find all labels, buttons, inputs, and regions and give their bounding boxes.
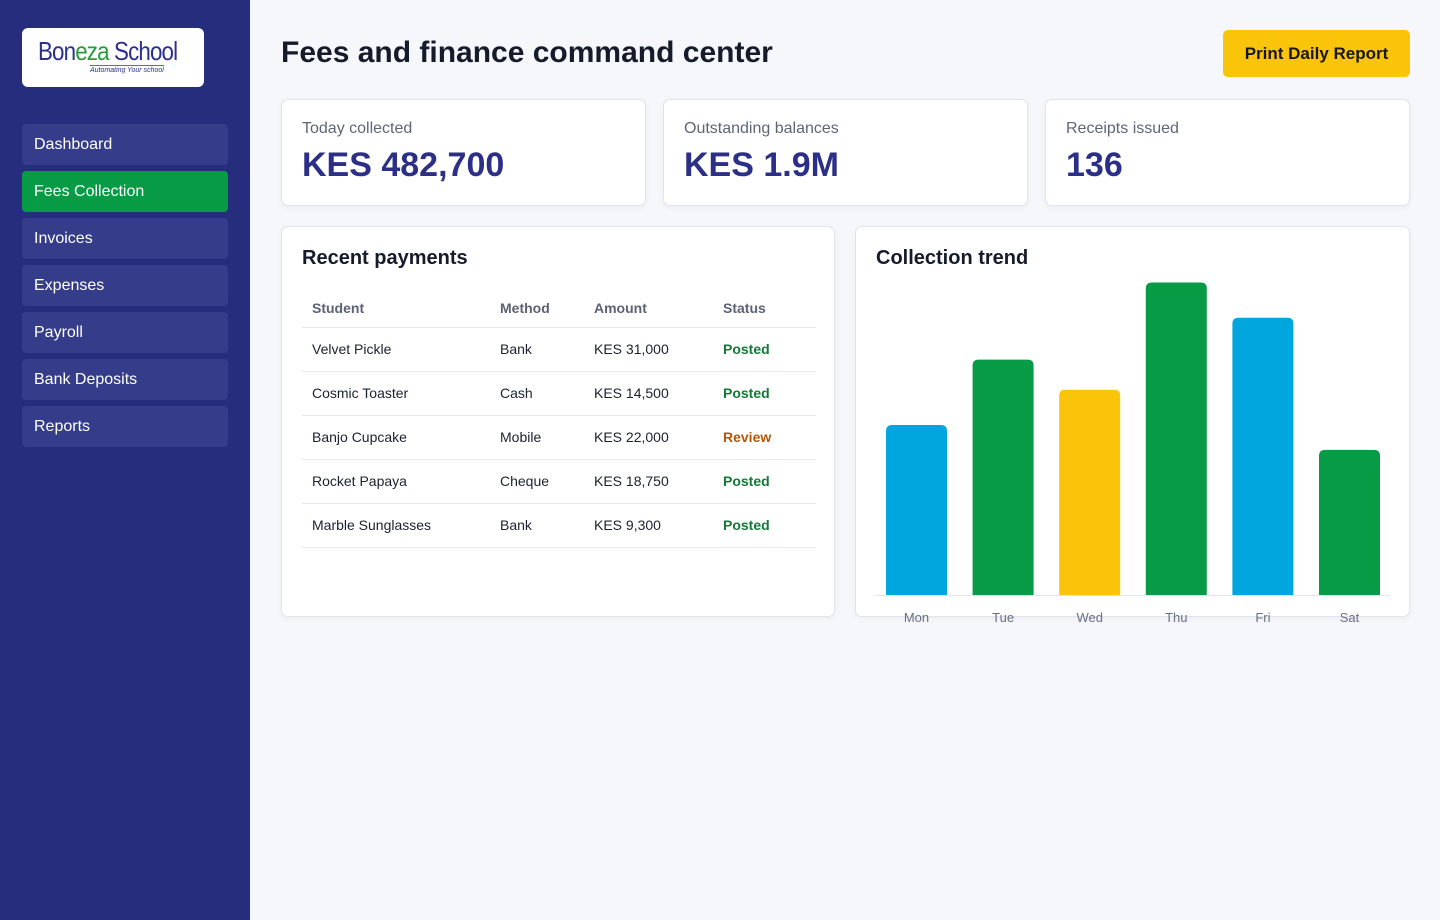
bar-sat[interactable] [1319, 449, 1380, 595]
cell-student: Banjo Cupcake [302, 415, 500, 460]
bar-tue[interactable] [972, 359, 1034, 595]
cell-method: Cash [500, 371, 594, 416]
bar-thu[interactable] [1145, 282, 1207, 595]
sidebar-nav: Dashboard Fees Collection Invoices Expen… [22, 124, 228, 453]
bar-wed[interactable] [1059, 389, 1121, 595]
payments-table: Student Method Amount Status Velvet Pick… [302, 289, 816, 548]
stat-value: 136 [1066, 146, 1123, 184]
cell-student: Rocket Papaya [302, 459, 500, 504]
sidebar: Boneza School Automating Your school Das… [0, 0, 250, 920]
column-header-amount[interactable]: Amount [594, 289, 723, 328]
recent-payments-panel: Recent payments Student Method Amount St… [281, 226, 835, 617]
status-badge: Posted [723, 371, 816, 416]
cell-amount: KES 31,000 [594, 327, 723, 372]
cell-student: Cosmic Toaster [302, 371, 500, 416]
stat-card-outstanding-balances: Outstanding balances KES 1.9M [663, 99, 1028, 206]
stat-value: KES 482,700 [302, 146, 505, 184]
chart-title: Collection trend [876, 247, 1029, 269]
cell-amount: KES 14,500 [594, 371, 723, 416]
panel-title: Recent payments [302, 247, 468, 269]
sidebar-item-dashboard[interactable]: Dashboard [22, 124, 228, 165]
sidebar-item-bank-deposits[interactable]: Bank Deposits [22, 359, 228, 400]
x-tick-label: Fri [1255, 610, 1270, 625]
cell-amount: KES 18,750 [594, 459, 723, 504]
cell-method: Cheque [500, 459, 594, 504]
status-badge: Review [723, 415, 816, 460]
sidebar-item-expenses[interactable]: Expenses [22, 265, 228, 306]
stat-card-today-collected: Today collected KES 482,700 [281, 99, 646, 206]
stat-label: Today collected [302, 120, 413, 137]
column-header-status[interactable]: Status [723, 289, 816, 328]
table-row[interactable]: Rocket Papaya Cheque KES 18,750 Posted [302, 459, 816, 504]
school-logo[interactable]: Boneza School Automating Your school [22, 28, 204, 87]
status-badge: Posted [723, 503, 816, 548]
cell-student: Velvet Pickle [302, 327, 500, 372]
stat-value: KES 1.9M [684, 146, 839, 184]
sidebar-item-fees-collection[interactable]: Fees Collection [22, 171, 228, 212]
x-tick-label: Thu [1165, 610, 1187, 625]
collection-trend-panel: Collection trend Mon Tue Wed Thu Fri Sat [855, 226, 1410, 625]
column-header-student[interactable]: Student [302, 289, 500, 328]
stat-card-receipts-issued: Receipts issued 136 [1045, 99, 1410, 206]
x-tick-label: Tue [992, 610, 1014, 625]
cell-method: Mobile [500, 415, 594, 460]
cell-method: Bank [500, 327, 594, 372]
print-daily-report-button[interactable]: Print Daily Report [1223, 30, 1410, 77]
stat-label: Outstanding balances [684, 120, 839, 137]
column-header-method[interactable]: Method [500, 289, 594, 328]
collection-trend-chart: Mon Tue Wed Thu Fri Sat [875, 282, 1390, 625]
cell-method: Bank [500, 503, 594, 548]
table-header-row: Student Method Amount Status [302, 289, 816, 328]
x-tick-label: Sat [1340, 610, 1360, 625]
logo-wordmark: Boneza School [38, 36, 178, 66]
sidebar-item-invoices[interactable]: Invoices [22, 218, 228, 259]
status-badge: Posted [723, 327, 816, 372]
bar-mon[interactable] [886, 425, 947, 595]
page-title: Fees and finance command center [281, 36, 773, 69]
sidebar-item-payroll[interactable]: Payroll [22, 312, 228, 353]
x-tick-label: Mon [904, 610, 929, 625]
x-tick-label: Wed [1076, 610, 1103, 625]
status-badge: Posted [723, 459, 816, 504]
sidebar-item-reports[interactable]: Reports [22, 406, 228, 447]
cell-student: Marble Sunglasses [302, 503, 500, 548]
stat-label: Receipts issued [1066, 120, 1179, 137]
table-row[interactable]: Banjo Cupcake Mobile KES 22,000 Review [302, 415, 816, 460]
table-row[interactable]: Marble Sunglasses Bank KES 9,300 Posted [302, 503, 816, 548]
cell-amount: KES 9,300 [594, 503, 723, 548]
cell-amount: KES 22,000 [594, 415, 723, 460]
table-row[interactable]: Cosmic Toaster Cash KES 14,500 Posted [302, 371, 816, 416]
logo-tagline: Automating Your school [90, 65, 164, 74]
table-row[interactable]: Velvet Pickle Bank KES 31,000 Posted [302, 327, 816, 372]
bar-fri[interactable] [1232, 317, 1294, 595]
